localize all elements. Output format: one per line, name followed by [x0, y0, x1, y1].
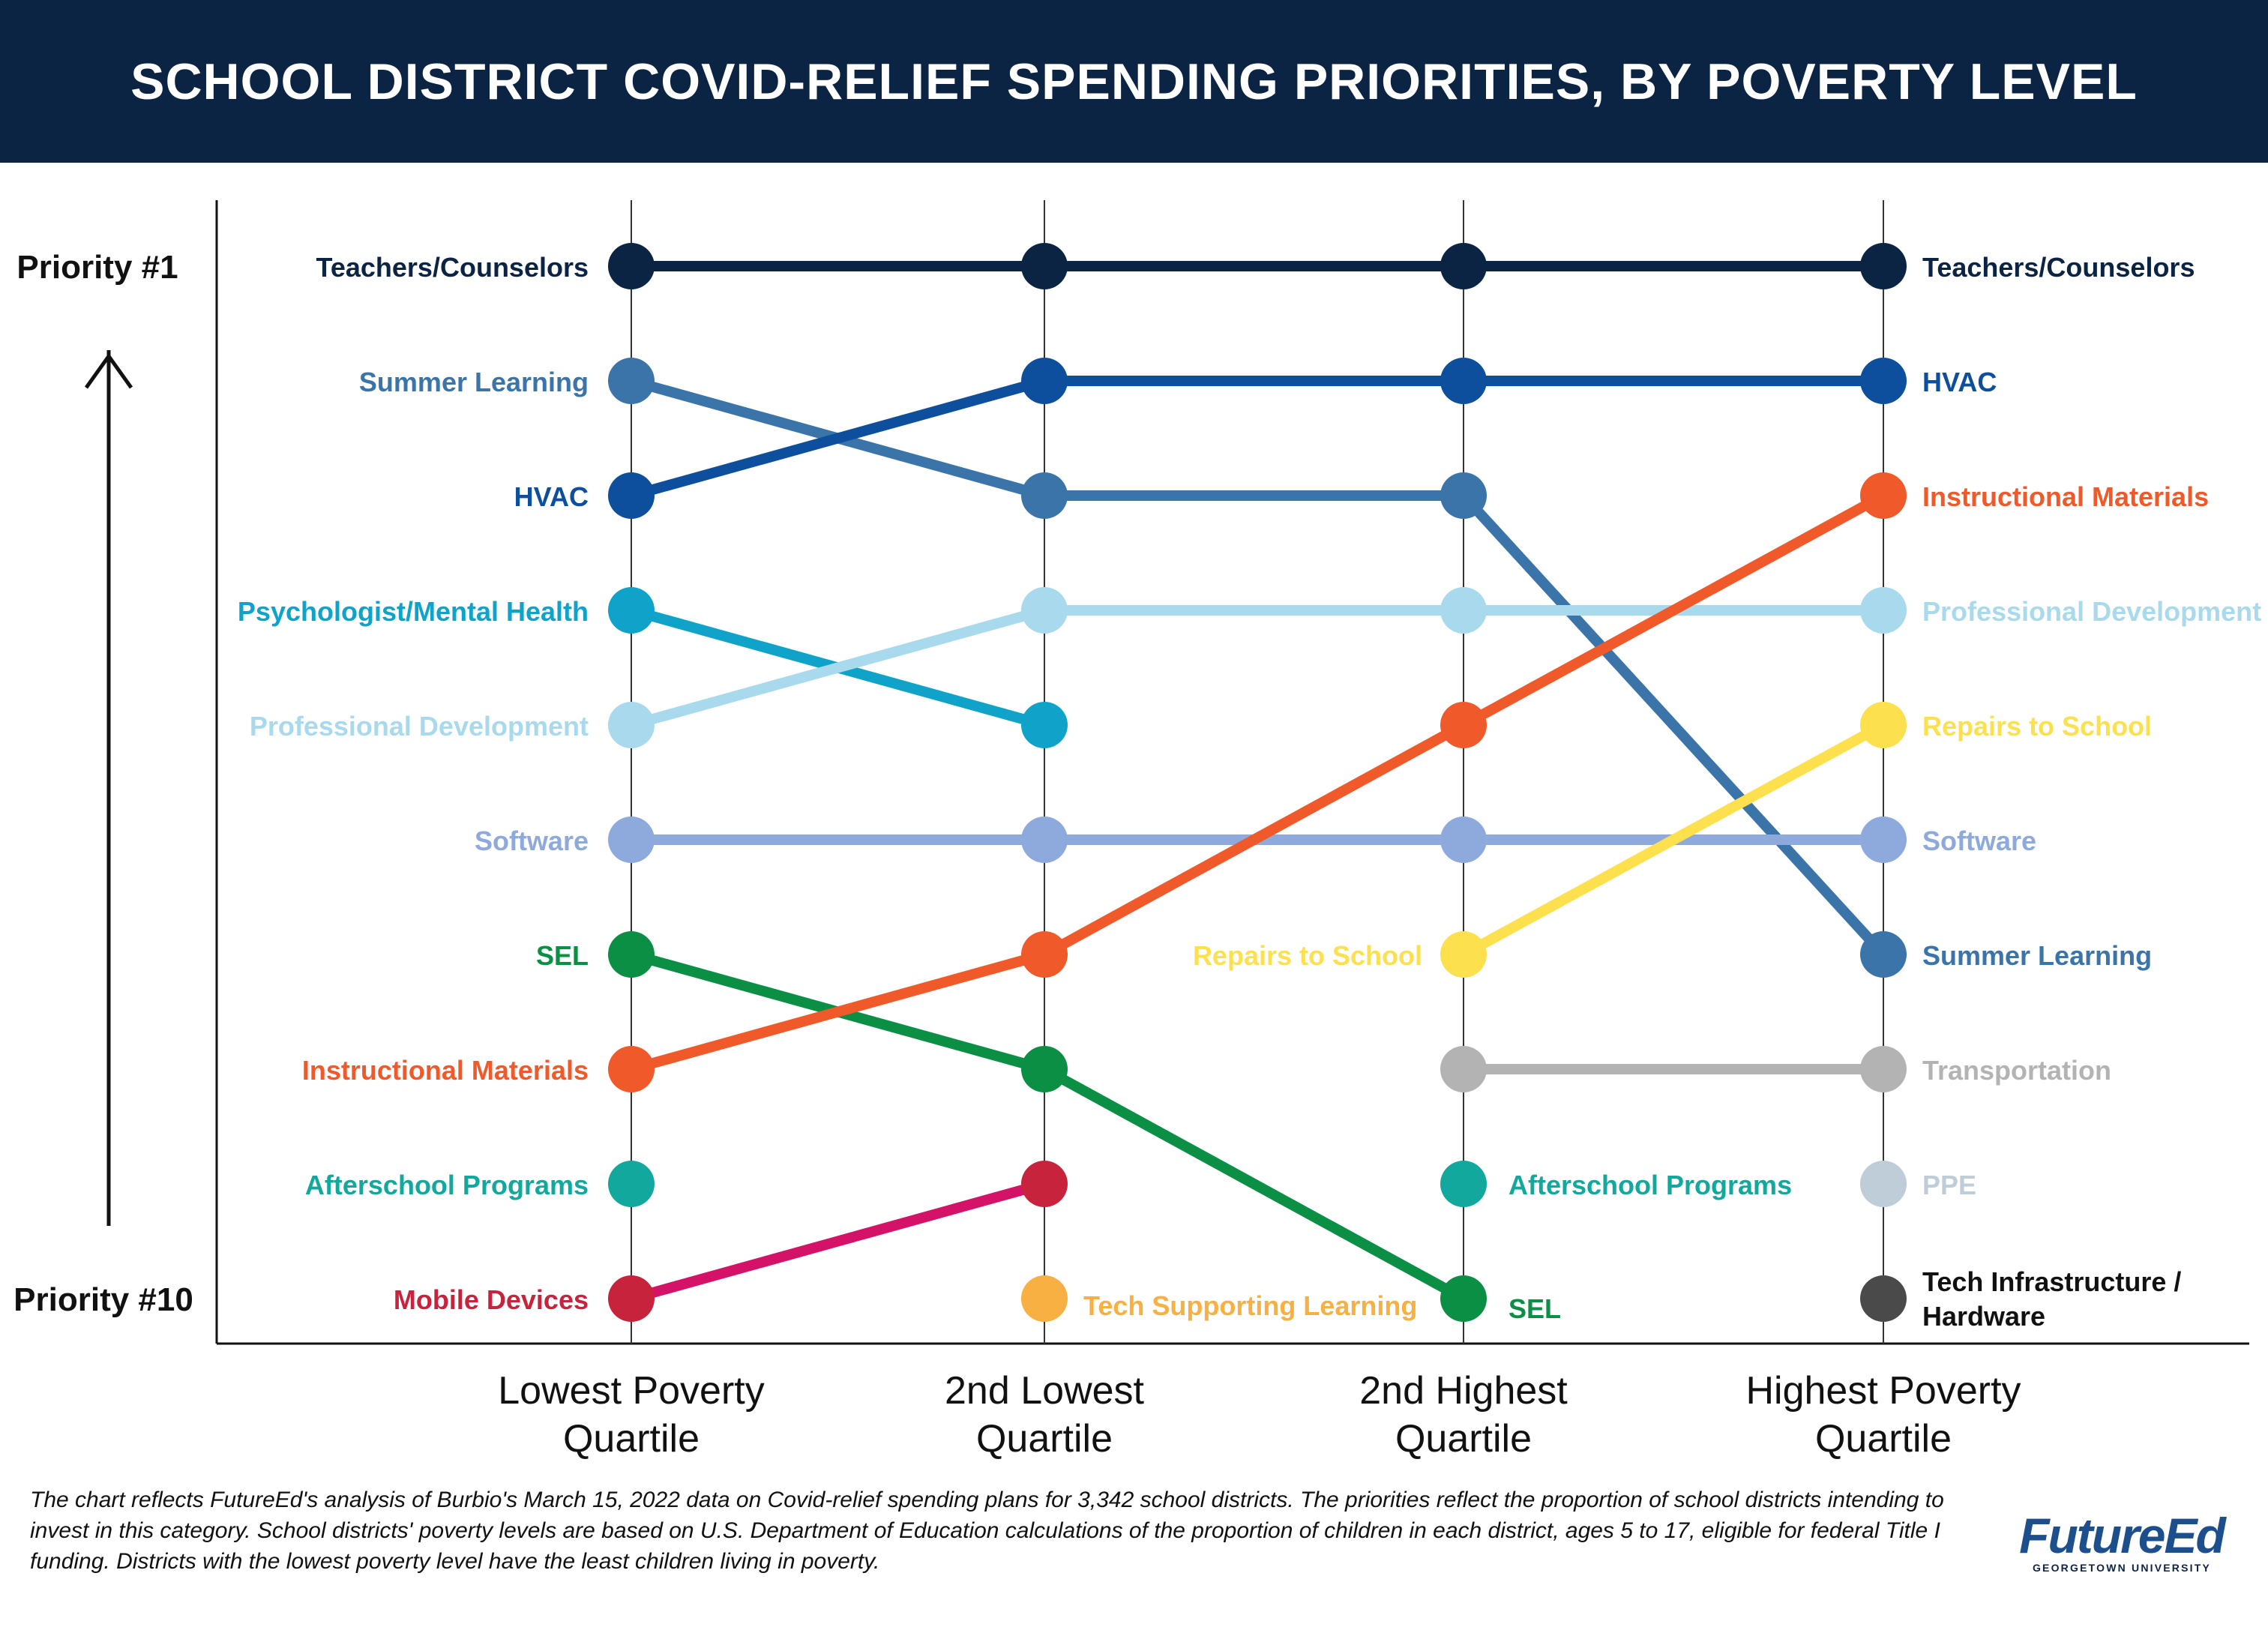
- series-line-sel-1: [1039, 1064, 1469, 1304]
- futureed-logo: FutureEd GEORGETOWN UNIVERSITY: [2009, 1511, 2234, 1574]
- x-tick-label-2nd-highest-quartile: 2nd Highest Quartile: [1359, 1369, 1568, 1461]
- label-professional-development-highest-poverty-quartile: Professional Development: [1922, 596, 2261, 627]
- point-sel-lowest-poverty-quartile: [608, 931, 655, 978]
- point-afterschool-programs-2nd-highest-quartile: [1440, 1161, 1487, 1207]
- series-line-instructional-materials-1: [1039, 720, 1469, 960]
- label-hvac-highest-poverty-quartile: HVAC: [1922, 367, 1997, 397]
- chart-title: SCHOOL DISTRICT COVID-RELIEF SPENDING PR…: [130, 52, 2138, 110]
- title-banner: SCHOOL DISTRICT COVID-RELIEF SPENDING PR…: [0, 0, 2268, 163]
- point-professional-development-2nd-lowest-quartile: [1021, 587, 1068, 634]
- series-line-instructional-materials-0: [626, 949, 1050, 1074]
- label-instructional-materials-highest-poverty-quartile: Instructional Materials: [1922, 481, 2209, 512]
- series-lines: [626, 261, 1889, 1304]
- x-tick-label-2nd-lowest-quartile: 2nd Lowest Quartile: [945, 1369, 1145, 1461]
- series-line-mobile-devices-0: [626, 1179, 1050, 1304]
- series-line-professional-development-0: [626, 605, 1050, 730]
- series-line-instructional-materials-2: [1458, 490, 1889, 730]
- point-psychologist-mental-health-2nd-lowest-quartile: [1021, 702, 1068, 748]
- x-tick-label-highest-poverty-quartile: Highest Poverty Quartile: [1745, 1369, 2021, 1461]
- label-ppe-highest-poverty-quartile: PPE: [1922, 1170, 1976, 1200]
- label-sel-2nd-highest-quartile: SEL: [1509, 1293, 1561, 1324]
- point-hvac-2nd-highest-quartile: [1440, 358, 1487, 404]
- point-software-lowest-poverty-quartile: [608, 816, 655, 863]
- x-tick-label-lowest-poverty-quartile: Lowest Poverty Quartile: [498, 1369, 765, 1461]
- bump-chart: Priority #1 Priority #10 Lowest Poverty Qua…: [13, 200, 2261, 1461]
- priority-arrow-head: [84, 352, 133, 389]
- point-labels: Teachers/Counselors Summer Learning HVAC Ps…: [238, 252, 2261, 1332]
- label-psychologist-mental-health-lowest-poverty-quartile: Psychologist/Mental Health: [238, 596, 589, 627]
- point-teachers-counselors-highest-poverty-quartile: [1860, 243, 1907, 289]
- point-summer-learning-highest-poverty-quartile: [1860, 931, 1907, 978]
- point-sel-2nd-highest-quartile: [1440, 1275, 1487, 1322]
- point-instructional-materials-2nd-highest-quartile: [1440, 702, 1487, 748]
- point-transportation-2nd-highest-quartile: [1440, 1046, 1487, 1092]
- series-points: [608, 243, 1907, 1322]
- label-afterschool-programs-2nd-highest-quartile: Afterschool Programs: [1509, 1170, 1792, 1200]
- label-instructional-materials-lowest-poverty-quartile: Instructional Materials: [302, 1055, 589, 1086]
- point-instructional-materials-highest-poverty-quartile: [1860, 472, 1907, 519]
- point-transportation-highest-poverty-quartile: [1860, 1046, 1907, 1092]
- label-tech-supporting-learning-2nd-lowest-quartile: Tech Supporting Learning: [1083, 1290, 1417, 1321]
- label-sel-lowest-poverty-quartile: SEL: [536, 940, 589, 971]
- y-label-top: Priority #1: [16, 249, 178, 286]
- label-transportation-highest-poverty-quartile: Transportation: [1922, 1055, 2111, 1086]
- point-teachers-counselors-lowest-poverty-quartile: [608, 243, 655, 289]
- point-summer-learning-2nd-lowest-quartile: [1021, 472, 1068, 519]
- label-teachers-counselors-lowest-poverty-quartile: Teachers/Counselors: [316, 252, 589, 283]
- point-summer-learning-2nd-highest-quartile: [1440, 472, 1487, 519]
- point-ppe-highest-poverty-quartile: [1860, 1161, 1907, 1207]
- label-mobile-devices-lowest-poverty-quartile: Mobile Devices: [394, 1284, 589, 1315]
- label-summer-learning-lowest-poverty-quartile: Summer Learning: [359, 367, 589, 397]
- point-professional-development-2nd-highest-quartile: [1440, 587, 1487, 634]
- label-teachers-counselors-highest-poverty-quartile: Teachers/Counselors: [1922, 252, 2195, 283]
- point-teachers-counselors-2nd-lowest-quartile: [1021, 243, 1068, 289]
- logo-subtitle: GEORGETOWN UNIVERSITY: [2032, 1562, 2212, 1574]
- point-mobile-devices-lowest-poverty-quartile: [608, 1275, 655, 1322]
- footnote: The chart reflects FutureEd's analysis o…: [30, 1488, 1944, 1574]
- series-line-repairs-to-school-2: [1458, 720, 1889, 960]
- point-instructional-materials-lowest-poverty-quartile: [608, 1046, 655, 1092]
- y-label-bottom: Priority #10: [13, 1281, 193, 1318]
- point-software-highest-poverty-quartile: [1860, 816, 1907, 863]
- point-software-2nd-lowest-quartile: [1021, 816, 1068, 863]
- point-mobile-devices-2nd-lowest-quartile: [1021, 1161, 1068, 1207]
- point-hvac-2nd-lowest-quartile: [1021, 358, 1068, 404]
- point-tech-infrastructure-hardware-highest-poverty-quartile: [1860, 1275, 1907, 1322]
- point-teachers-counselors-2nd-highest-quartile: [1440, 243, 1487, 289]
- label-software-highest-poverty-quartile: Software: [1922, 825, 2036, 856]
- point-professional-development-highest-poverty-quartile: [1860, 587, 1907, 634]
- label-tech-infrastructure-hardware-highest-poverty-quartile: Tech Infrastructure / Hardware: [1922, 1266, 2181, 1332]
- point-summer-learning-lowest-poverty-quartile: [608, 358, 655, 404]
- point-afterschool-programs-lowest-poverty-quartile: [608, 1161, 655, 1207]
- point-repairs-to-school-2nd-highest-quartile: [1440, 931, 1487, 978]
- point-repairs-to-school-highest-poverty-quartile: [1860, 702, 1907, 748]
- label-afterschool-programs-lowest-poverty-quartile: Afterschool Programs: [305, 1170, 589, 1200]
- point-professional-development-lowest-poverty-quartile: [608, 702, 655, 748]
- point-instructional-materials-2nd-lowest-quartile: [1021, 931, 1068, 978]
- label-hvac-lowest-poverty-quartile: HVAC: [514, 481, 589, 512]
- logo-wordmark: FutureEd: [2019, 1508, 2226, 1563]
- label-software-lowest-poverty-quartile: Software: [475, 825, 589, 856]
- label-repairs-to-school-2nd-highest-quartile: Repairs to School: [1193, 940, 1422, 971]
- point-hvac-lowest-poverty-quartile: [608, 472, 655, 519]
- point-sel-2nd-lowest-quartile: [1021, 1046, 1068, 1092]
- point-psychologist-mental-health-lowest-poverty-quartile: [608, 587, 655, 634]
- series-line-hvac-0: [626, 376, 1050, 501]
- label-repairs-to-school-highest-poverty-quartile: Repairs to School: [1922, 711, 2152, 742]
- series-line-summer-learning-2: [1458, 490, 1889, 960]
- point-hvac-highest-poverty-quartile: [1860, 358, 1907, 404]
- point-tech-supporting-learning-2nd-lowest-quartile: [1021, 1275, 1068, 1322]
- label-summer-learning-highest-poverty-quartile: Summer Learning: [1922, 940, 2152, 971]
- point-software-2nd-highest-quartile: [1440, 816, 1487, 863]
- label-professional-development-lowest-poverty-quartile: Professional Development: [250, 711, 589, 742]
